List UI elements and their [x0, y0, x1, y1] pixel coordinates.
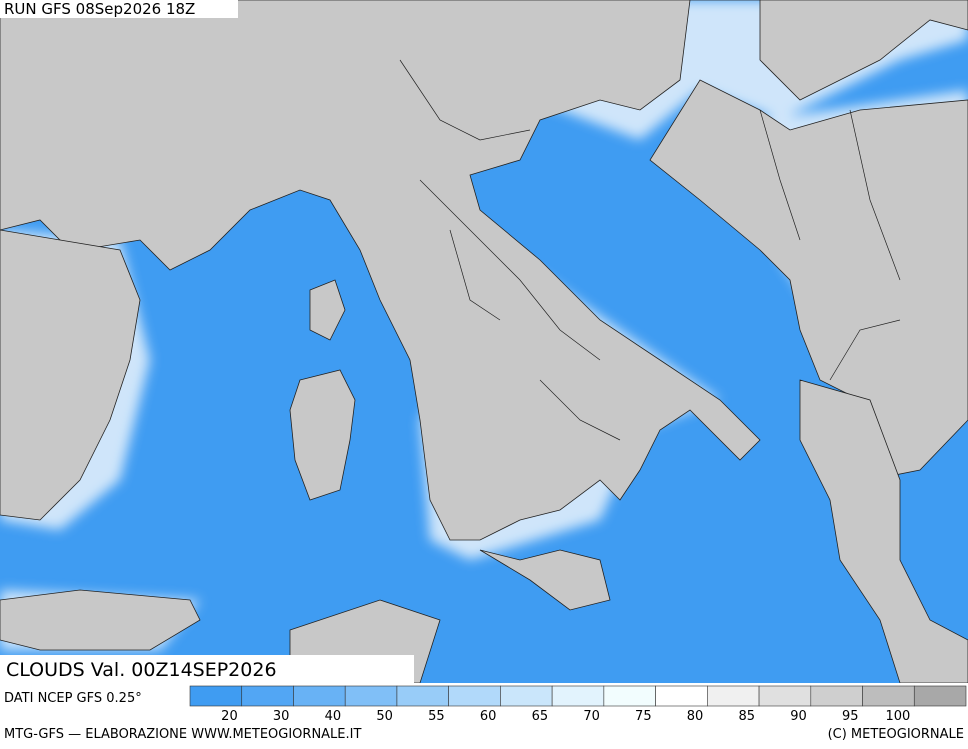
legend-tick-label: 50 — [376, 709, 393, 724]
legend-swatch — [448, 685, 501, 707]
run-label: RUN GFS 08Sep2026 18Z — [4, 0, 195, 18]
legend: 20 30 40 50 55 60 65 70 75 80 85 90 95 100 — [189, 685, 967, 724]
borders — [399, 59, 901, 441]
legend-tick-label: 100 — [885, 709, 910, 724]
legend-tick-label: 20 — [221, 709, 238, 724]
legend-swatch — [862, 685, 915, 707]
legend-swatch — [913, 685, 967, 707]
legend-swatch — [603, 685, 656, 707]
copyright: (C) METEOGIORNALE — [828, 727, 964, 742]
legend-tick-label: 75 — [635, 709, 652, 724]
legend-swatch — [293, 685, 346, 707]
legend-tick-label: 55 — [428, 709, 445, 724]
legend-swatch — [655, 685, 708, 707]
source: DATI NCEP GFS 0.25° — [4, 691, 142, 706]
legend-tick-label: 40 — [325, 709, 342, 724]
legend-swatch — [189, 685, 243, 707]
legend-swatch — [396, 685, 449, 707]
legend-swatch — [810, 685, 863, 707]
legend-swatch — [551, 685, 605, 707]
legend-swatch — [344, 685, 398, 707]
legend-swatch — [500, 685, 553, 707]
legend-swatch — [758, 685, 812, 707]
title: CLOUDS Val. 00Z14SEP2026 — [6, 659, 277, 681]
legend-tick-label: 90 — [790, 709, 807, 724]
legend-tick-label: 70 — [583, 709, 600, 724]
legend-tick-label: 85 — [739, 709, 756, 724]
legend-tick-label: 65 — [532, 709, 549, 724]
legend-tick-label: 80 — [687, 709, 704, 724]
legend-tick-label: 95 — [842, 709, 859, 724]
credits: MTG-GFS — ELABORAZIONE WWW.METEOGIORNALE… — [4, 727, 361, 742]
legend-tick-label: 60 — [480, 709, 497, 724]
run-box — [0, 0, 238, 18]
legend-swatch — [707, 685, 760, 707]
legend-swatch — [241, 685, 294, 707]
title-box — [0, 655, 414, 683]
legend-tick-label: 30 — [273, 709, 290, 724]
